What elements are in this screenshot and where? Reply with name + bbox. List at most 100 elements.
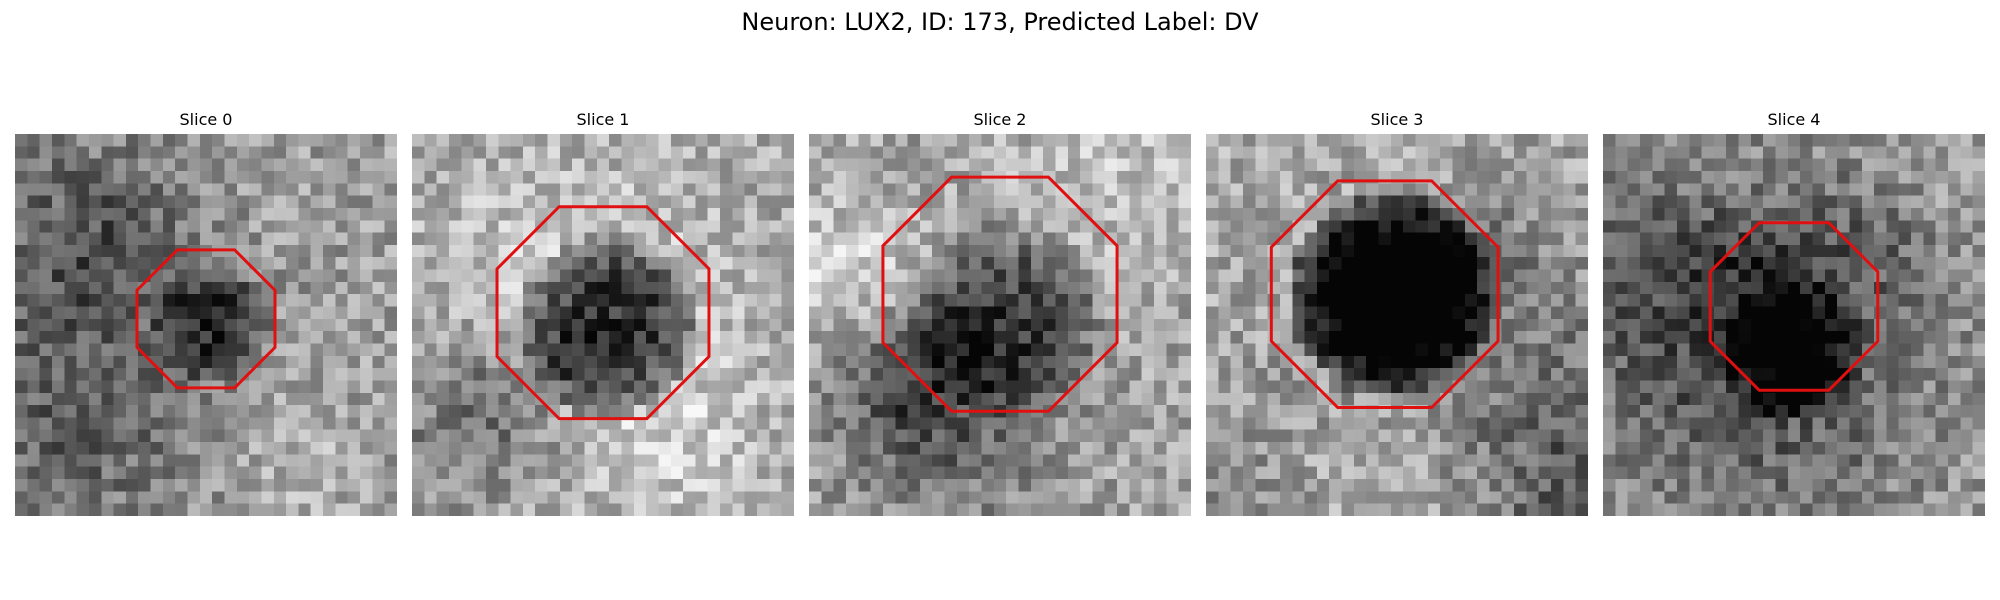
pixel-cell xyxy=(1018,368,1032,381)
pixel-cell xyxy=(51,183,65,196)
pixel-cell xyxy=(1043,417,1056,430)
pixel-cell xyxy=(907,417,921,430)
pixel-cell xyxy=(1092,183,1105,196)
pixel-cell xyxy=(1563,454,1576,467)
pixel-cell xyxy=(547,429,561,443)
pixel-cell xyxy=(1664,331,1678,344)
pixel-cell xyxy=(658,503,672,516)
pixel-cell xyxy=(572,232,585,246)
pixel-cell xyxy=(372,183,385,196)
pixel-cell xyxy=(273,183,287,196)
pixel-cell xyxy=(1676,158,1690,172)
pixel-cell xyxy=(1812,232,1826,246)
pixel-cell xyxy=(1218,380,1231,394)
pixel-cell xyxy=(1055,244,1069,258)
pixel-cell xyxy=(236,134,250,147)
pixel-cell xyxy=(1316,417,1330,430)
pixel-cell xyxy=(1129,220,1142,233)
pixel-cell xyxy=(1538,294,1552,307)
pixel-cell xyxy=(1563,392,1576,406)
pixel-cell xyxy=(1141,158,1155,172)
pixel-cell xyxy=(1279,281,1293,295)
pixel-cell xyxy=(125,281,139,295)
pixel-cell xyxy=(1886,158,1899,172)
pixel-cell xyxy=(1341,269,1355,283)
pixel-cell xyxy=(596,183,610,196)
pixel-cell xyxy=(1551,269,1564,283)
pixel-cell xyxy=(809,269,822,283)
pixel-cell xyxy=(1726,454,1739,467)
pixel-cell xyxy=(1316,257,1330,270)
pixel-cell xyxy=(720,392,733,406)
pixel-cell xyxy=(1514,306,1527,320)
pixel-cell xyxy=(1067,134,1081,147)
pixel-cell xyxy=(1067,405,1081,418)
pixel-cell xyxy=(584,257,598,270)
pixel-cell xyxy=(769,479,782,492)
pixel-cell xyxy=(895,503,908,516)
pixel-cell xyxy=(1701,503,1715,516)
pixel-cell xyxy=(993,343,1007,357)
pixel-cell xyxy=(1563,417,1576,430)
pixel-cell xyxy=(522,232,536,246)
pixel-cell xyxy=(744,503,758,516)
pixel-cell xyxy=(547,331,561,344)
pixel-cell xyxy=(485,392,499,406)
pixel-cell xyxy=(1701,429,1715,443)
pixel-cell xyxy=(1861,158,1875,172)
pixel-cell xyxy=(1030,343,1044,357)
pixel-cell xyxy=(236,405,250,418)
pixel-cell xyxy=(249,442,262,455)
pixel-cell xyxy=(1166,331,1179,344)
pixel-cell xyxy=(621,170,635,184)
pixel-cell xyxy=(101,417,114,430)
pixel-cell xyxy=(720,281,733,295)
pixel-cell xyxy=(1154,257,1167,270)
pixel-cell xyxy=(424,503,437,516)
pixel-cell xyxy=(372,331,385,344)
pixel-cell xyxy=(1849,158,1863,172)
pixel-cell xyxy=(1242,183,1256,196)
pixel-cell xyxy=(1366,466,1379,480)
pixel-cell xyxy=(1935,429,1949,443)
pixel-cell xyxy=(1477,392,1490,406)
roi-outline xyxy=(883,177,1117,411)
pixel-cell xyxy=(1861,170,1875,184)
pixel-cell xyxy=(1141,479,1155,492)
pixel-cell xyxy=(1043,429,1056,443)
pixel-cell xyxy=(138,207,151,221)
pixel-cell xyxy=(1526,368,1539,381)
pixel-cell xyxy=(757,269,770,283)
pixel-cell xyxy=(1166,442,1179,455)
pixel-cell xyxy=(485,183,499,196)
pixel-cell xyxy=(1154,429,1167,443)
pixel-cell xyxy=(1489,220,1502,233)
pixel-cell xyxy=(1353,355,1367,369)
pixel-cell xyxy=(1676,232,1690,246)
pixel-cell xyxy=(510,195,524,209)
pixel-cell xyxy=(658,442,672,455)
pixel-cell xyxy=(732,195,745,209)
pixel-cell xyxy=(249,331,262,344)
pixel-cell xyxy=(932,306,945,320)
pixel-cell xyxy=(870,405,884,418)
pixel-cell xyxy=(895,454,908,467)
pixel-cell xyxy=(1489,368,1502,381)
pixel-cell xyxy=(559,183,573,196)
pixel-cell xyxy=(969,207,982,221)
pixel-cell xyxy=(882,269,896,283)
pixel-cell xyxy=(621,392,635,406)
pixel-cell xyxy=(125,355,139,369)
pixel-cell xyxy=(1526,220,1539,233)
pixel-cell xyxy=(310,269,324,283)
pixel-cell xyxy=(1316,195,1330,209)
pixel-cell xyxy=(1514,183,1527,196)
pixel-cell xyxy=(969,183,982,196)
pixel-cell xyxy=(547,134,561,147)
pixel-cell xyxy=(1129,318,1142,332)
pixel-cell xyxy=(310,355,324,369)
pixel-cell xyxy=(113,466,127,480)
pixel-cell xyxy=(1117,429,1130,443)
pixel-cell xyxy=(1178,355,1191,369)
pixel-cell xyxy=(138,294,151,307)
